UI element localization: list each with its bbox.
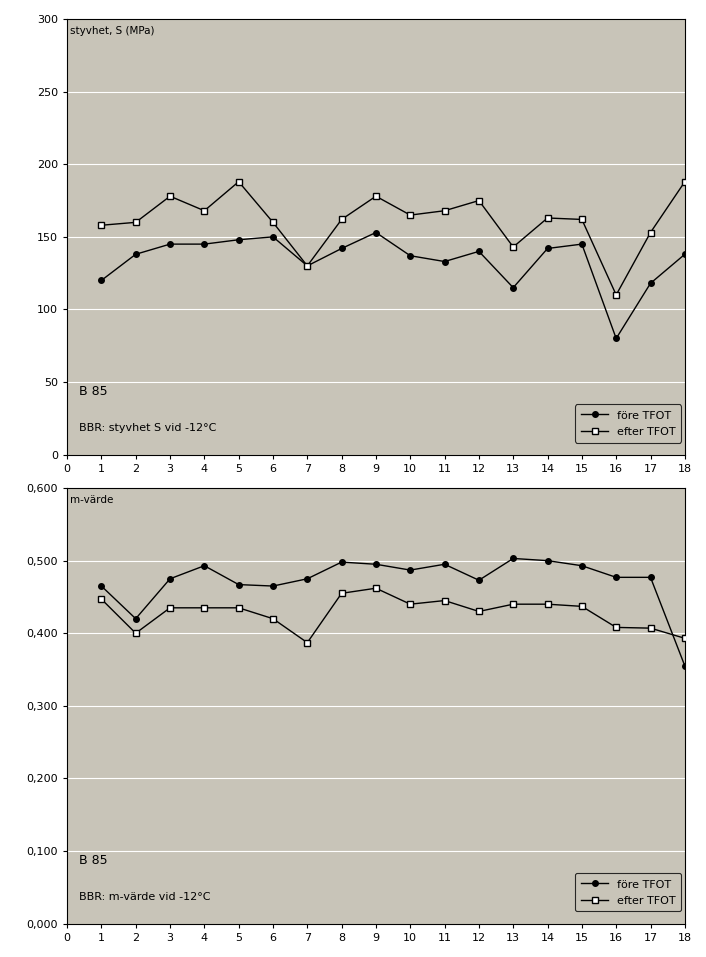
efter TFOT bbox=[474, 195, 483, 207]
före TFOT bbox=[303, 260, 311, 272]
Text: styvhet, S (MPa): styvhet, S (MPa) bbox=[70, 26, 155, 35]
före TFOT bbox=[166, 238, 174, 250]
efter TFOT bbox=[441, 205, 449, 216]
efter TFOT bbox=[200, 205, 208, 216]
före TFOT bbox=[681, 249, 689, 260]
Text: m-värde: m-värde bbox=[70, 495, 114, 504]
före TFOT bbox=[371, 227, 380, 238]
efter TFOT bbox=[406, 598, 414, 610]
efter TFOT bbox=[234, 176, 243, 188]
efter TFOT bbox=[131, 216, 140, 228]
före TFOT bbox=[131, 249, 140, 260]
före TFOT bbox=[646, 278, 654, 289]
Text: BBR: styvhet S vid -12°C: BBR: styvhet S vid -12°C bbox=[80, 423, 217, 433]
före TFOT bbox=[544, 555, 552, 567]
före TFOT bbox=[200, 238, 208, 250]
före TFOT bbox=[406, 565, 414, 576]
efter TFOT bbox=[441, 595, 449, 607]
efter TFOT bbox=[509, 241, 517, 253]
efter TFOT bbox=[578, 601, 586, 612]
efter TFOT bbox=[612, 622, 621, 634]
Text: B 85: B 85 bbox=[80, 854, 108, 867]
före TFOT bbox=[234, 234, 243, 246]
efter TFOT bbox=[406, 210, 414, 221]
efter TFOT bbox=[646, 227, 654, 238]
före TFOT bbox=[612, 571, 621, 583]
efter TFOT bbox=[97, 593, 106, 605]
efter TFOT bbox=[371, 190, 380, 202]
efter TFOT bbox=[681, 176, 689, 188]
före TFOT bbox=[234, 579, 243, 590]
före TFOT bbox=[474, 574, 483, 586]
före TFOT bbox=[474, 246, 483, 257]
före TFOT bbox=[97, 580, 106, 591]
efter TFOT bbox=[166, 190, 174, 202]
efter TFOT bbox=[337, 213, 346, 225]
före TFOT bbox=[303, 573, 311, 585]
Legend: före TFOT, efter TFOT: före TFOT, efter TFOT bbox=[575, 873, 681, 911]
före TFOT bbox=[337, 556, 346, 568]
efter TFOT bbox=[544, 212, 552, 224]
Line: före TFOT: före TFOT bbox=[99, 230, 688, 342]
före TFOT bbox=[646, 571, 654, 583]
efter TFOT bbox=[303, 637, 311, 649]
före TFOT bbox=[578, 238, 586, 250]
efter TFOT bbox=[97, 219, 106, 231]
Legend: före TFOT, efter TFOT: före TFOT, efter TFOT bbox=[575, 404, 681, 442]
efter TFOT bbox=[200, 602, 208, 613]
före TFOT bbox=[441, 256, 449, 267]
före TFOT bbox=[371, 559, 380, 570]
Text: B 85: B 85 bbox=[80, 385, 108, 398]
efter TFOT bbox=[578, 213, 586, 225]
före TFOT bbox=[406, 250, 414, 261]
efter TFOT bbox=[646, 622, 654, 634]
före TFOT bbox=[509, 282, 517, 294]
före TFOT bbox=[200, 560, 208, 571]
före TFOT bbox=[509, 553, 517, 565]
efter TFOT bbox=[234, 602, 243, 613]
Line: efter TFOT: efter TFOT bbox=[98, 178, 688, 299]
före TFOT bbox=[578, 560, 586, 571]
efter TFOT bbox=[166, 602, 174, 613]
efter TFOT bbox=[371, 583, 380, 594]
efter TFOT bbox=[474, 606, 483, 617]
efter TFOT bbox=[612, 289, 621, 300]
efter TFOT bbox=[303, 260, 311, 272]
Text: BBR: m-värde vid -12°C: BBR: m-värde vid -12°C bbox=[80, 892, 211, 901]
före TFOT bbox=[681, 660, 689, 672]
efter TFOT bbox=[269, 216, 277, 228]
efter TFOT bbox=[131, 628, 140, 639]
efter TFOT bbox=[544, 598, 552, 610]
före TFOT bbox=[269, 580, 277, 591]
före TFOT bbox=[337, 243, 346, 255]
efter TFOT bbox=[681, 633, 689, 644]
före TFOT bbox=[544, 243, 552, 255]
före TFOT bbox=[269, 231, 277, 242]
före TFOT bbox=[166, 573, 174, 585]
efter TFOT bbox=[337, 588, 346, 599]
före TFOT bbox=[97, 275, 106, 286]
före TFOT bbox=[441, 559, 449, 570]
efter TFOT bbox=[269, 612, 277, 624]
efter TFOT bbox=[509, 598, 517, 610]
före TFOT bbox=[131, 612, 140, 624]
före TFOT bbox=[612, 333, 621, 345]
Line: efter TFOT: efter TFOT bbox=[98, 585, 688, 646]
Line: före TFOT: före TFOT bbox=[99, 556, 688, 669]
